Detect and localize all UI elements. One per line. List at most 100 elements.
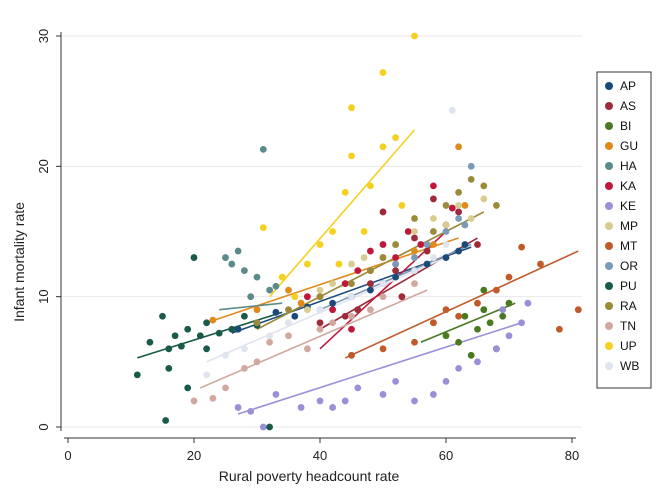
point-ka	[379, 241, 387, 248]
point-up	[367, 182, 374, 190]
point-wb	[448, 106, 456, 114]
point-pu	[241, 312, 248, 320]
x-tick-label: 80	[565, 448, 579, 463]
point-wb	[203, 371, 211, 379]
point-ap	[423, 260, 431, 268]
point-tn	[367, 306, 374, 314]
point-pu	[159, 312, 166, 320]
point-ha	[228, 260, 236, 268]
point-ap	[461, 241, 469, 248]
point-up	[341, 189, 349, 196]
point-up	[348, 104, 355, 112]
point-ke	[234, 404, 242, 411]
legend-label: KA	[620, 179, 636, 193]
point-ra	[430, 228, 437, 235]
point-pu	[162, 417, 170, 424]
point-ra	[379, 254, 387, 261]
point-as	[341, 312, 349, 320]
point-tn	[253, 358, 261, 366]
point-bi	[480, 286, 488, 294]
legend-label: WB	[620, 359, 639, 373]
point-ha	[259, 145, 267, 153]
point-ke	[474, 358, 481, 366]
point-ap	[392, 273, 399, 281]
point-mt	[493, 286, 500, 294]
point-or	[455, 215, 462, 222]
point-up	[291, 293, 299, 301]
point-gu	[430, 241, 437, 248]
point-mt	[537, 260, 544, 268]
x-axis-title: Rural poverty headcount rate	[219, 468, 400, 484]
point-ra	[348, 280, 355, 288]
point-ke	[505, 332, 513, 340]
point-ra	[442, 202, 450, 209]
point-ra	[455, 189, 462, 196]
point-mt	[556, 325, 563, 333]
point-ra	[316, 293, 324, 301]
legend-marker	[605, 142, 613, 150]
fit-line-ke	[237, 321, 522, 415]
point-mp	[455, 202, 462, 209]
point-tn	[241, 364, 248, 372]
point-gu	[411, 247, 418, 255]
point-mp	[442, 221, 450, 229]
point-as	[430, 195, 437, 203]
point-mp	[480, 195, 488, 203]
legend: AP AS BI GU HA KA KE MP MT OR PU RA TN UP WB	[596, 71, 652, 389]
point-ke	[272, 391, 280, 398]
point-or	[442, 228, 450, 235]
point-pu	[165, 364, 173, 372]
point-wb	[266, 332, 273, 340]
y-tick-label: 20	[36, 159, 51, 173]
point-mp	[430, 215, 437, 222]
legend-label: KE	[620, 199, 636, 213]
point-mp	[411, 228, 418, 235]
x-tick-label: 0	[64, 448, 71, 463]
point-pu	[190, 254, 198, 261]
legend-marker	[605, 302, 613, 310]
data-points	[133, 32, 582, 431]
point-wb	[241, 345, 248, 353]
point-tn	[348, 312, 355, 320]
point-mp	[467, 215, 475, 222]
y-tick-label: 30	[36, 29, 51, 43]
point-mt	[574, 306, 582, 314]
point-ha	[266, 286, 273, 294]
point-ap	[272, 308, 280, 316]
point-ra	[467, 175, 475, 183]
point-ke	[329, 404, 336, 411]
point-ke	[524, 299, 532, 307]
point-bi	[455, 338, 462, 346]
point-pu	[196, 332, 204, 340]
point-mt	[430, 319, 437, 327]
fit-line-up	[268, 129, 416, 298]
point-tn	[285, 332, 292, 340]
point-pu	[215, 329, 223, 337]
point-up	[379, 69, 387, 76]
point-mt	[411, 338, 418, 346]
point-mt	[348, 351, 355, 359]
point-wb	[430, 254, 437, 261]
point-as	[367, 280, 374, 288]
point-up	[259, 224, 267, 231]
point-as	[316, 319, 324, 327]
legend-marker	[605, 122, 613, 130]
point-ka	[329, 306, 336, 314]
point-gu	[297, 299, 305, 307]
legend-marker	[605, 322, 613, 330]
point-ke	[354, 384, 362, 392]
point-wb	[411, 267, 418, 274]
point-as	[392, 267, 399, 274]
point-bi	[480, 306, 488, 314]
point-pu	[184, 325, 192, 333]
legend-label: HA	[620, 159, 637, 173]
point-tn	[190, 397, 198, 405]
point-gu	[455, 143, 462, 151]
point-ke	[411, 397, 418, 405]
legend-label: PU	[620, 279, 637, 293]
point-ha	[222, 254, 229, 261]
point-tn	[222, 384, 229, 392]
legend-label: UP	[620, 339, 637, 353]
